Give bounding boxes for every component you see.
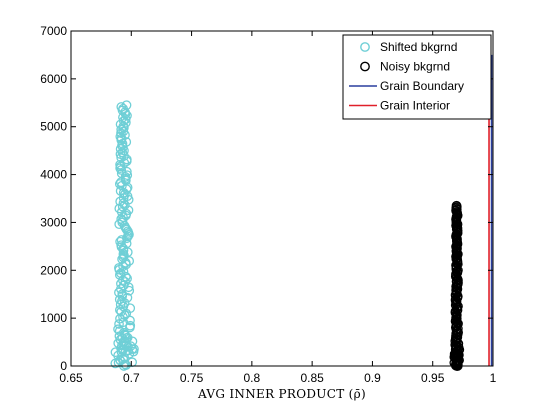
legend-entry: Noisy bkgrnd [360, 60, 450, 74]
legend: Shifted bkgrnd Noisy bkgrnd Grain Boundary… [342, 34, 492, 120]
x-tick-label: 0.75 [180, 371, 204, 385]
series-layer [110, 54, 493, 371]
data-point [122, 231, 133, 242]
data-point [116, 306, 127, 317]
y-tick-label: 1000 [40, 311, 67, 325]
data-point [118, 249, 129, 259]
data-point [117, 340, 127, 351]
x-tick-label: 1 [490, 371, 497, 385]
data-point [125, 303, 136, 314]
x-tick-label: 0.95 [421, 371, 445, 385]
y-tick-label: 0 [60, 359, 67, 373]
data-point [115, 305, 125, 315]
legend-label: Grain Interior [380, 99, 450, 113]
x-tick-label: 0.9 [364, 371, 381, 385]
data-point [454, 355, 464, 366]
legend-marker [360, 61, 370, 72]
legend-entry: Grain Boundary [349, 79, 464, 93]
y-tick-label: 3000 [40, 215, 67, 229]
x-tick-label: 0.85 [300, 371, 324, 385]
x-tick-label: 0.65 [59, 371, 83, 385]
axes-layer: 0.65 0.7 0.75 0.8 0.85 0.9 0.95 1 0 1000 2000 3000 4… [40, 24, 496, 385]
data-point [119, 298, 130, 308]
x-tick-label: 0.7 [123, 371, 140, 385]
data-point [451, 200, 462, 211]
x-tick-label: 0.8 [244, 371, 261, 385]
y-tick-label: 7000 [40, 24, 67, 38]
legend-entry: Grain Interior [349, 99, 450, 113]
data-point [116, 168, 127, 179]
y-tick-label: 4000 [40, 168, 67, 182]
data-point [121, 360, 131, 370]
series-shifted-bkgrnd [110, 100, 139, 371]
legend-entry: Shifted bkgrnd [360, 40, 457, 54]
data-point [122, 182, 133, 193]
x-axis-label: AVG INNER PRODUCT (ρ̄) [197, 387, 366, 401]
data-point [113, 324, 123, 335]
data-point [121, 100, 132, 111]
data-point [122, 170, 133, 181]
data-point [129, 344, 139, 354]
legend-label: Grain Boundary [380, 79, 464, 93]
legend-label: Noisy bkgrnd [380, 60, 450, 74]
data-point [117, 333, 128, 344]
y-tick-label: 2000 [40, 263, 67, 277]
data-point [116, 102, 127, 112]
y-tick-label: 6000 [40, 72, 67, 86]
series-noisy-bkgrnd [449, 200, 465, 371]
data-point [118, 103, 128, 114]
y-tick-label: 5000 [40, 120, 67, 134]
data-point [110, 358, 121, 369]
data-point [115, 131, 126, 142]
axes-frame [70, 30, 494, 367]
data-point [110, 347, 121, 358]
data-point [120, 330, 131, 341]
legend-marker [360, 42, 370, 52]
legend-label: Shifted bkgrnd [380, 40, 457, 54]
data-point [451, 349, 462, 359]
